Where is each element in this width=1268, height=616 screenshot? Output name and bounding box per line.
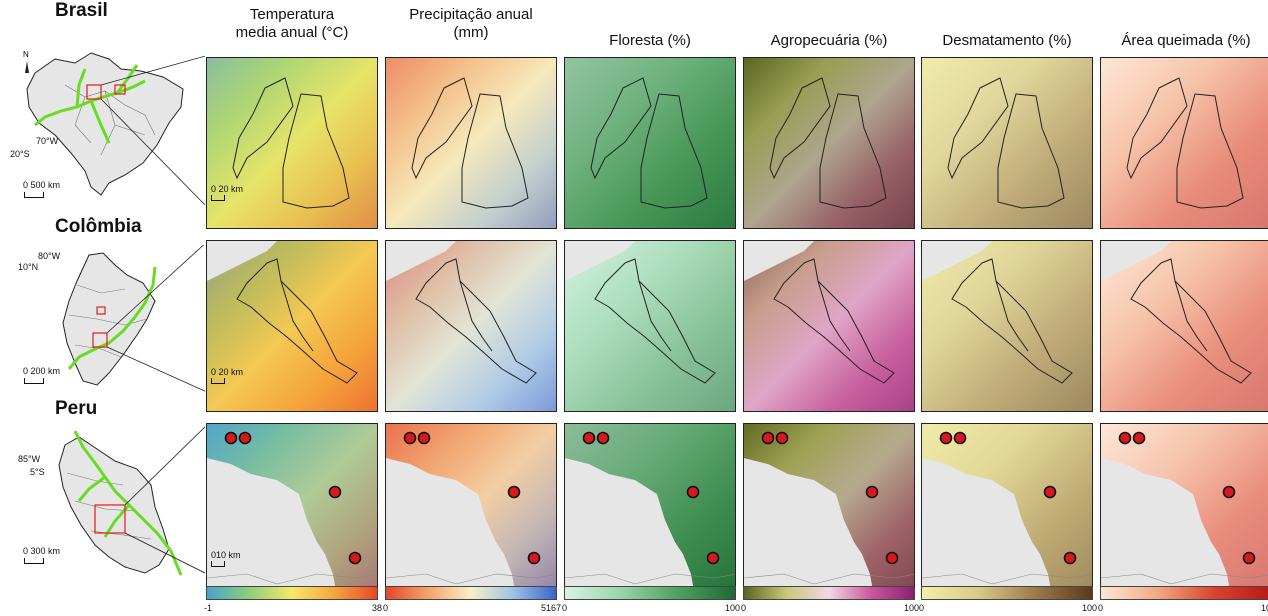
legend-min-2: 0 xyxy=(562,603,568,613)
legend-max-2: 100 xyxy=(724,603,740,613)
inset-scalebar-colombia xyxy=(24,378,44,384)
inset-map-peru xyxy=(58,426,205,576)
legend-max-0: 38 xyxy=(371,603,382,613)
coord-lat-brasil: 20°S xyxy=(10,149,30,159)
column-header-5: Área queimada (%) xyxy=(1121,32,1251,49)
map-panel-colômbia-0: 0 20 km xyxy=(206,240,378,412)
map-panel-peru-2 xyxy=(564,423,736,595)
coord-lon-colombia: 80°W xyxy=(38,251,61,261)
map-panel-colômbia-2 xyxy=(564,240,736,412)
legend-colorbar-2 xyxy=(564,586,736,600)
map-panel-peru-3 xyxy=(743,423,915,595)
inset-scalebar-peru xyxy=(24,558,44,564)
inset-map-colombia xyxy=(62,245,205,392)
inset-scale-colombia: 0 200 km xyxy=(23,366,61,376)
map-panel-brasil-1 xyxy=(385,57,557,229)
panel-scale-bar xyxy=(211,561,225,567)
column-header-1: Precipitação anual (mm) xyxy=(409,6,533,41)
map-panel-brasil-4 xyxy=(921,57,1093,229)
map-panel-brasil-0: 0 20 km xyxy=(206,57,378,229)
inset-scale-peru: 0 300 km xyxy=(23,546,61,556)
map-panel-brasil-2 xyxy=(564,57,736,229)
coord-lat-colombia: 10°N xyxy=(18,262,39,272)
coord-lon-brasil: 70°W xyxy=(36,136,59,146)
legend-colorbar-0 xyxy=(206,586,378,600)
legend-max-4: 100 xyxy=(1081,603,1097,613)
country-label-brasil: Brasil xyxy=(55,0,108,21)
panel-scale-colômbia: 0 20 km xyxy=(211,367,243,384)
legend-colorbar-1 xyxy=(385,586,557,600)
map-panel-peru-0: 010 km xyxy=(206,423,378,595)
legend-colorbar-4 xyxy=(921,586,1093,600)
panel-scale-bar xyxy=(211,195,225,201)
map-panel-peru-1 xyxy=(385,423,557,595)
column-header-4: Desmatamento (%) xyxy=(942,32,1072,49)
panel-scale-label: 0 20 km xyxy=(211,184,244,194)
legend-colorbar-3 xyxy=(743,586,915,600)
legend-min-0: -1 xyxy=(204,603,213,613)
column-header-2: Floresta (%) xyxy=(609,32,691,49)
map-panel-brasil-3 xyxy=(743,57,915,229)
inset-scale-brasil: 0 500 km xyxy=(23,180,61,190)
panel-scale-bar xyxy=(211,378,225,384)
legend-min-3: 0 xyxy=(741,603,747,613)
map-panel-brasil-5 xyxy=(1100,57,1268,229)
inset-map-brasil: N xyxy=(23,50,205,205)
map-panel-colômbia-4 xyxy=(921,240,1093,412)
legend-colorbar-5 xyxy=(1100,586,1268,600)
legend-min-1: 0 xyxy=(383,603,389,613)
legend-max-1: 5167 xyxy=(540,603,561,613)
coord-lat-peru: 5°S xyxy=(30,467,45,477)
legend-min-4: 0 xyxy=(919,603,925,613)
map-panel-colômbia-5 xyxy=(1100,240,1268,412)
map-panel-peru-4 xyxy=(921,423,1093,595)
panel-scale-peru: 010 km xyxy=(211,550,241,567)
country-label-peru: Peru xyxy=(55,398,98,419)
inset-scalebar-brasil xyxy=(24,192,44,198)
legend-max-5: 100 xyxy=(1260,603,1268,613)
panel-scale-label: 0 20 km xyxy=(211,367,244,377)
column-header-3: Agropecuária (%) xyxy=(770,32,888,49)
panel-scale-label: 010 km xyxy=(211,550,241,560)
map-panel-peru-5 xyxy=(1100,423,1268,595)
legend-max-3: 100 xyxy=(903,603,919,613)
map-panel-colômbia-3 xyxy=(743,240,915,412)
map-panel-colômbia-1 xyxy=(385,240,557,412)
coord-lon-peru: 85°W xyxy=(18,454,41,464)
country-label-colombia: Colômbia xyxy=(55,216,142,237)
column-header-0: Temperatura media anual (°C) xyxy=(235,6,349,41)
svg-text:N: N xyxy=(23,50,29,59)
legend-min-5: 0 xyxy=(1098,603,1104,613)
panel-scale-brasil: 0 20 km xyxy=(211,184,243,201)
